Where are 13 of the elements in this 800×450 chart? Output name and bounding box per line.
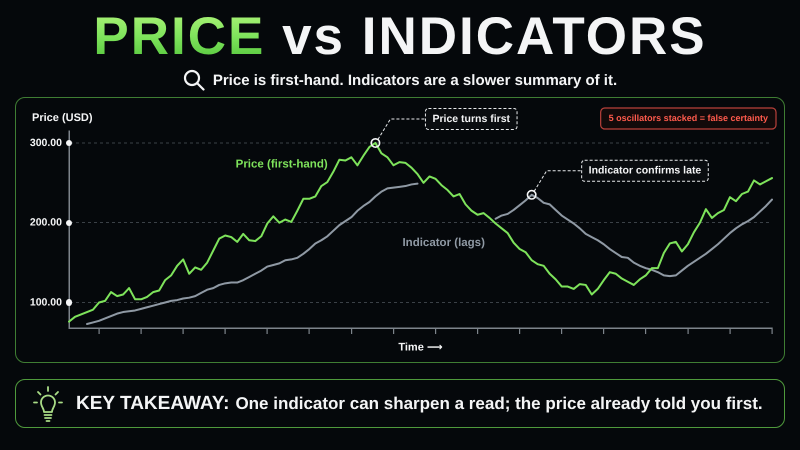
series-label: Indicator (lags) <box>402 236 486 249</box>
text: 5 oscillators stacked = false certainty <box>608 112 768 123</box>
y-axis-title: Price (USD) <box>32 112 93 124</box>
annotation: Indicator confirms late <box>588 164 702 177</box>
chart-title: PRICE vs INDICATORS <box>93 7 707 66</box>
y-tick-label: 300.00 <box>30 136 62 149</box>
x-axis-title: Time ⟶ <box>398 341 443 354</box>
chart-subtitle: Price is first-hand. Indicators are a slower summary of it. <box>212 72 618 88</box>
y-tick-label: 200.00 <box>30 216 62 229</box>
text: KEY TAKEAWAY: One indicator can sharpen a read; the price already told you first. <box>76 392 763 414</box>
text: Price turns first <box>432 112 511 125</box>
series-label: Price (first-hand) <box>236 158 328 171</box>
y-tick-label: 100.00 <box>30 296 62 308</box>
